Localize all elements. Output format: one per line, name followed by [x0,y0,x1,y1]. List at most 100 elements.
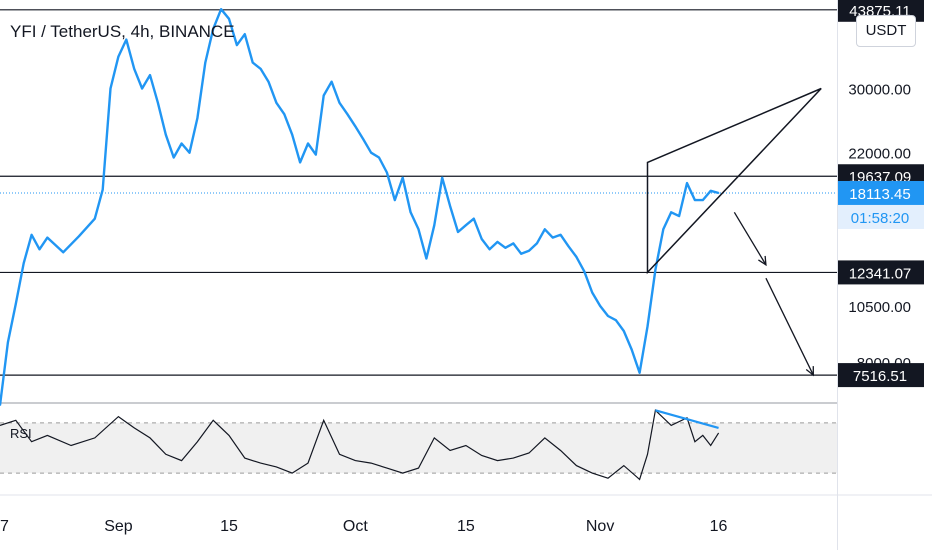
price-point [141,87,144,90]
price-point [338,101,341,104]
price-point [401,176,404,179]
price-point [149,74,151,77]
price-point [322,94,325,97]
price-point [567,245,570,248]
price-point [464,224,467,227]
currency-button[interactable]: USDT [856,15,916,47]
rsi-series-line [0,409,720,481]
price-point [14,303,17,305]
price-point [30,233,33,236]
y-tick-label: 30000.00 [848,82,911,99]
price-point [480,238,483,240]
arrow-head [805,366,814,377]
price-point [157,101,159,104]
price-point [583,270,586,273]
price-point [125,38,128,41]
price-point [433,224,436,227]
price-point [528,249,530,252]
price-point [441,176,444,179]
price-point [378,156,380,159]
price-point [488,248,491,251]
current-price-box [838,180,924,205]
price-point [354,125,357,128]
price-point [630,348,633,351]
price-point [362,138,365,140]
countdown-box [838,204,924,229]
price-point [678,215,680,217]
price-point [646,325,649,328]
x-tick-label: Nov [586,518,614,535]
price-point [307,142,309,145]
price-point [117,55,120,58]
price-point [709,189,712,192]
price-point [591,291,594,294]
price-point [204,61,207,64]
price-point [425,257,428,260]
price-point [235,44,238,46]
price-point [291,133,294,136]
price-point [670,211,673,214]
price-point [512,242,515,245]
price-point [220,8,222,11]
price-point [243,33,246,36]
price-point [180,142,183,145]
level-label-box [838,363,924,388]
price-point [259,67,262,70]
price-point [6,341,9,344]
price-point [693,199,696,202]
price-point [164,133,167,136]
price-point [607,315,609,317]
price-point [543,228,546,231]
rsi-band [0,422,837,474]
price-point [615,319,617,322]
price-point [409,211,412,214]
wedge-annotation [646,87,822,275]
price-point [654,268,657,271]
price-point [457,231,459,233]
price-point [172,156,175,159]
price-point [701,199,704,202]
countdown-label: 01:58:20 [851,210,909,227]
price-point [496,241,499,243]
price-point [662,228,665,231]
rsi-divergence-line [655,409,719,429]
price-point [283,113,286,116]
arrow-line [765,277,814,376]
price-point [188,151,191,154]
price-point [101,188,104,191]
price-point [78,235,80,238]
price-point [0,404,1,407]
rsi-label: RSI [10,426,32,441]
price-point [599,304,602,307]
price-point [330,80,333,83]
x-tick-label: Sep [104,518,133,535]
current-price-label: 18113.45 [849,186,910,203]
price-point [686,182,688,184]
price-point [504,246,507,249]
x-tick-label: 15 [457,518,475,535]
price-point [212,28,215,30]
price-point [346,113,349,116]
chart-title: YFI / TetherUS, 4h, BINANCE [10,22,235,41]
price-point [472,217,475,220]
price-point [536,242,538,245]
x-tick-label: 17 [0,518,9,535]
price-point [62,251,65,254]
price-point [22,262,25,265]
x-tick-label: Oct [343,518,368,535]
price-point [622,330,625,332]
price-point [520,252,523,255]
price-point [717,192,720,194]
price-point [38,248,41,251]
arrow-line [733,211,767,266]
price-point [228,17,230,20]
price-point [196,117,199,120]
x-tick-label: 16 [710,518,728,535]
price-point [551,236,554,239]
price-point [575,256,578,258]
level-label-box [838,260,924,285]
price-point [370,151,373,154]
level-label: 12341.07 [849,265,912,282]
price-point [559,233,562,236]
